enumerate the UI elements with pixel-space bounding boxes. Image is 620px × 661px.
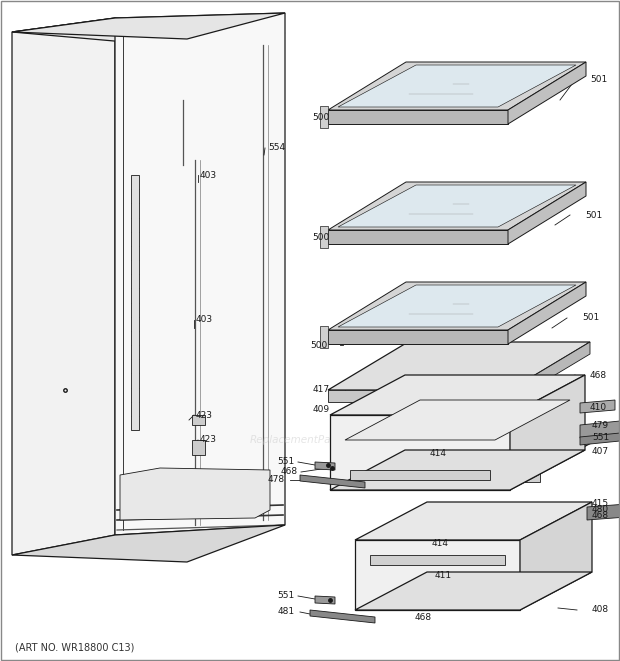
Polygon shape [320,326,328,348]
Polygon shape [508,182,586,244]
Polygon shape [12,18,285,47]
Polygon shape [328,182,586,230]
Polygon shape [192,440,205,455]
Polygon shape [320,226,328,248]
Text: 468: 468 [281,467,298,477]
Text: 414: 414 [430,449,447,457]
Polygon shape [310,610,375,623]
Polygon shape [335,470,540,482]
Polygon shape [370,555,505,565]
Text: 403: 403 [196,315,213,325]
Text: (ART NO. WR18800 C13): (ART NO. WR18800 C13) [15,643,135,653]
Text: 409: 409 [313,405,330,414]
Polygon shape [320,106,328,128]
Text: 403: 403 [200,171,217,180]
Polygon shape [510,342,590,402]
Polygon shape [315,596,335,604]
Text: 423: 423 [200,436,217,444]
Text: 479: 479 [592,420,609,430]
Text: 468: 468 [592,510,609,520]
Text: 407: 407 [592,447,609,457]
Text: ReplacementParts.com: ReplacementParts.com [250,435,370,445]
Polygon shape [328,282,586,330]
Polygon shape [508,282,586,344]
Polygon shape [350,470,490,480]
Polygon shape [355,572,592,610]
Polygon shape [12,18,115,555]
Polygon shape [120,468,270,520]
Polygon shape [328,230,508,244]
Text: 500: 500 [312,233,330,243]
Polygon shape [587,504,620,520]
Polygon shape [355,502,592,540]
Text: 417: 417 [313,385,330,395]
Text: 501: 501 [582,313,600,323]
Text: 468: 468 [415,613,432,623]
Polygon shape [580,432,620,445]
Text: 414: 414 [432,539,449,549]
Text: 415: 415 [592,498,609,508]
Polygon shape [300,475,365,488]
Polygon shape [115,13,285,535]
Polygon shape [328,110,508,124]
Polygon shape [338,285,576,327]
Polygon shape [192,415,205,425]
Polygon shape [12,13,285,39]
Polygon shape [510,375,585,490]
Text: 551: 551 [592,432,609,442]
Text: 551: 551 [278,457,295,467]
Polygon shape [520,502,592,610]
Text: 554: 554 [268,143,285,153]
Text: 423: 423 [196,410,213,420]
Polygon shape [328,342,590,390]
Text: 481: 481 [278,607,295,617]
Polygon shape [12,525,285,562]
Text: 551: 551 [278,592,295,600]
Polygon shape [328,390,510,402]
Polygon shape [338,65,576,107]
Text: 501: 501 [585,210,602,219]
Text: 500: 500 [311,340,328,350]
Text: 478: 478 [268,475,285,485]
Polygon shape [315,462,335,470]
Polygon shape [330,415,510,490]
Polygon shape [580,420,620,438]
Polygon shape [335,432,612,470]
Text: 408: 408 [592,605,609,615]
Text: 501: 501 [590,75,607,85]
Polygon shape [330,375,585,415]
Polygon shape [345,400,570,440]
Text: 468: 468 [590,371,607,379]
Polygon shape [580,400,615,413]
Polygon shape [338,185,576,227]
Polygon shape [328,330,508,344]
Polygon shape [355,540,520,610]
Text: 411: 411 [435,570,452,580]
Polygon shape [330,450,585,490]
Text: 480: 480 [592,506,609,514]
Polygon shape [508,62,586,124]
Text: 410: 410 [590,403,607,412]
Text: 500: 500 [312,114,330,122]
Polygon shape [131,175,139,430]
Polygon shape [328,62,586,110]
